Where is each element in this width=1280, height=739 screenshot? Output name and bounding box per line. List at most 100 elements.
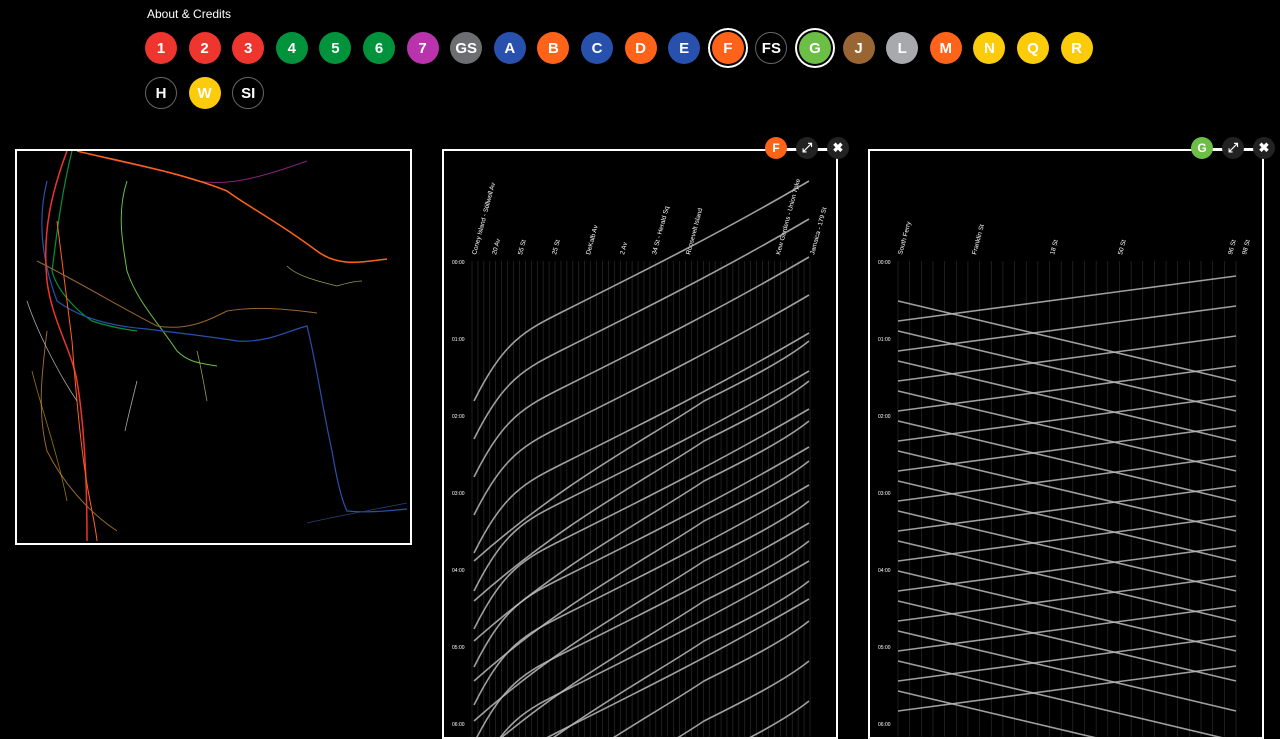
line-button-5[interactable]: 5 (319, 32, 352, 64)
trip-line (473, 484, 810, 706)
trip-line (897, 300, 1237, 382)
line-button-r[interactable]: R (1060, 32, 1093, 64)
line-button-4[interactable]: 4 (275, 32, 308, 64)
about-credits-link[interactable]: About & Credits (147, 7, 232, 21)
line-button-d[interactable]: D (624, 32, 657, 64)
trip-line (897, 425, 1237, 472)
station-label: 34 St - Herald Sq (651, 205, 671, 255)
time-tick-label: 02:00 (452, 414, 465, 420)
trip-line (897, 420, 1237, 502)
trip-line (897, 360, 1237, 442)
line-g-marey-chart: 00:00 01:00 02:00 03:00 04:00 05:00 06:00 South… (878, 220, 1252, 737)
trip-line (897, 485, 1237, 532)
trip-line (499, 560, 810, 737)
expand-icon[interactable]: ⤢ (1222, 137, 1244, 159)
line-button-a[interactable]: A (493, 32, 526, 64)
line-button-l[interactable]: L (886, 32, 919, 64)
station-label: South Ferry (897, 220, 913, 255)
time-tick-label: 00:00 (878, 260, 891, 266)
station-label: 20 Av (491, 237, 502, 255)
trip-line (897, 515, 1237, 562)
line-button-3[interactable]: 3 (232, 32, 265, 64)
expand-icon[interactable]: ⤢ (796, 137, 818, 159)
station-label: DeKalb Av (585, 224, 600, 256)
trip-line (897, 665, 1237, 712)
line-button-2[interactable]: 2 (188, 32, 221, 64)
map-line-purple (96, 155, 308, 184)
trip-line (897, 450, 1237, 532)
trip-line (473, 340, 810, 562)
map-line-brown (36, 260, 318, 328)
trip-line (612, 620, 810, 737)
map-line-blue (41, 180, 408, 513)
trip-line (473, 218, 810, 440)
line-button-q[interactable]: Q (1017, 32, 1049, 64)
line-f-schedule-panel[interactable]: 00:00 01:00 02:00 03:00 04:00 05:00 06:00 Coney… (442, 149, 838, 739)
trip-line (473, 460, 810, 682)
trip-line (473, 256, 810, 478)
line-button-b[interactable]: B (537, 32, 570, 64)
line-button-c[interactable]: C (581, 32, 613, 64)
subway-map[interactable] (15, 149, 412, 545)
close-icon[interactable]: ✖ (827, 137, 849, 159)
line-button-gs[interactable]: GS (450, 32, 483, 64)
time-tick-label: 05:00 (452, 645, 465, 651)
trip-line (897, 480, 1237, 562)
trip-line (897, 365, 1237, 412)
station-label: Jamaica - 179 St (809, 206, 828, 255)
line-button-f[interactable]: F (711, 32, 744, 64)
subway-map-canvas (26, 151, 408, 542)
time-tick-label: 04:00 (452, 568, 465, 574)
trip-line (897, 575, 1237, 622)
map-line-yellow (31, 370, 68, 502)
line-button-g[interactable]: G (799, 32, 831, 64)
station-label: Franklin St (971, 224, 986, 256)
station-label: 18 St (1049, 239, 1060, 256)
map-line-gray (26, 300, 138, 432)
station-label: 50 St (1117, 239, 1128, 256)
trip-line (897, 395, 1237, 442)
trip-line (553, 580, 810, 737)
trip-lines (473, 180, 810, 737)
panel-f-line-badge: F (765, 137, 787, 159)
trip-line (897, 540, 1237, 622)
map-line-green-2 (120, 180, 218, 367)
line-button-w[interactable]: W (188, 77, 221, 109)
time-tick-label: 04:00 (878, 568, 891, 574)
map-line-darkblue (306, 502, 408, 524)
line-button-fs[interactable]: FS (755, 32, 788, 64)
line-button-e[interactable]: E (668, 32, 701, 64)
trip-line (897, 510, 1237, 592)
trip-line (897, 545, 1237, 592)
line-button-h[interactable]: H (145, 77, 177, 109)
line-f-marey-chart: 00:0001:0002:0003:0004:0005:0006:00Coney… (452, 178, 829, 737)
time-tick-label: 06:00 (452, 722, 465, 728)
map-line-green (51, 151, 138, 332)
trip-line (473, 370, 810, 592)
map-line-orange-2 (56, 220, 98, 542)
trip-line (897, 600, 1237, 682)
trip-line (473, 380, 810, 602)
trip-line (897, 605, 1237, 652)
trip-line (473, 420, 810, 642)
line-button-n[interactable]: N (973, 32, 1006, 64)
trip-line (473, 500, 810, 722)
trip-line (897, 455, 1237, 502)
trip-line (897, 570, 1237, 652)
line-button-si[interactable]: SI (232, 77, 265, 109)
line-button-6[interactable]: 6 (363, 32, 395, 64)
station-label: Kew Gardens - Union Tpke (775, 178, 802, 256)
trip-line (897, 275, 1237, 322)
line-g-schedule-panel[interactable]: 00:00 01:00 02:00 03:00 04:00 05:00 06:00 South… (868, 149, 1264, 739)
line-button-j[interactable]: J (842, 32, 875, 64)
map-line-orange-1 (76, 151, 388, 263)
time-tick-label: 03:00 (878, 491, 891, 497)
line-button-1[interactable]: 1 (145, 32, 177, 64)
trip-line (500, 540, 810, 737)
trip-line (476, 522, 810, 737)
line-button-m[interactable]: M (929, 32, 962, 64)
close-icon[interactable]: ✖ (1253, 137, 1275, 159)
line-button-7[interactable]: 7 (406, 32, 439, 64)
trip-line (897, 630, 1237, 712)
trip-line (897, 335, 1237, 382)
